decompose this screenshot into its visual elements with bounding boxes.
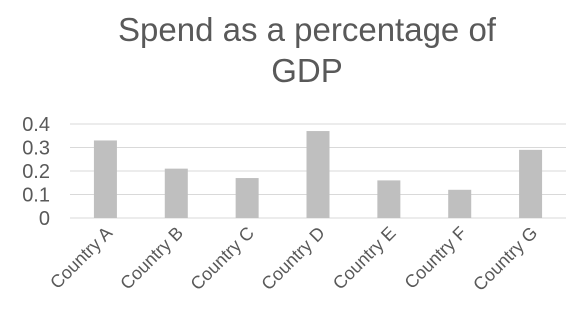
bars (93, 131, 543, 218)
y-axis-ticks: 00.10.20.30.4 (22, 114, 50, 230)
x-tick-label: Country F (401, 223, 471, 293)
bar (306, 131, 330, 218)
x-tick-label: Country A (46, 223, 116, 293)
x-tick-label: Country D (257, 223, 328, 294)
bar (235, 178, 259, 218)
chart-title-line-1: Spend as a percentage of (118, 11, 497, 48)
bar (164, 168, 188, 218)
x-tick-label: Country G (469, 223, 541, 295)
bar (448, 189, 472, 218)
x-tick-label: Country E (329, 223, 400, 294)
bar (377, 180, 401, 218)
x-tick-label: Country C (187, 223, 258, 294)
y-tick-label: 0.4 (22, 114, 50, 136)
chart-title-line-2: GDP (271, 52, 343, 89)
bar (519, 149, 543, 218)
y-tick-label: 0.2 (22, 161, 50, 183)
y-tick-label: 0 (39, 208, 50, 230)
x-tick-label: Country B (116, 223, 187, 294)
bar (93, 140, 117, 218)
x-axis-ticks: Country A Country B Country C Country D Coun… (46, 223, 541, 295)
y-tick-label: 0.3 (22, 138, 50, 160)
y-tick-label: 0.1 (22, 185, 50, 207)
